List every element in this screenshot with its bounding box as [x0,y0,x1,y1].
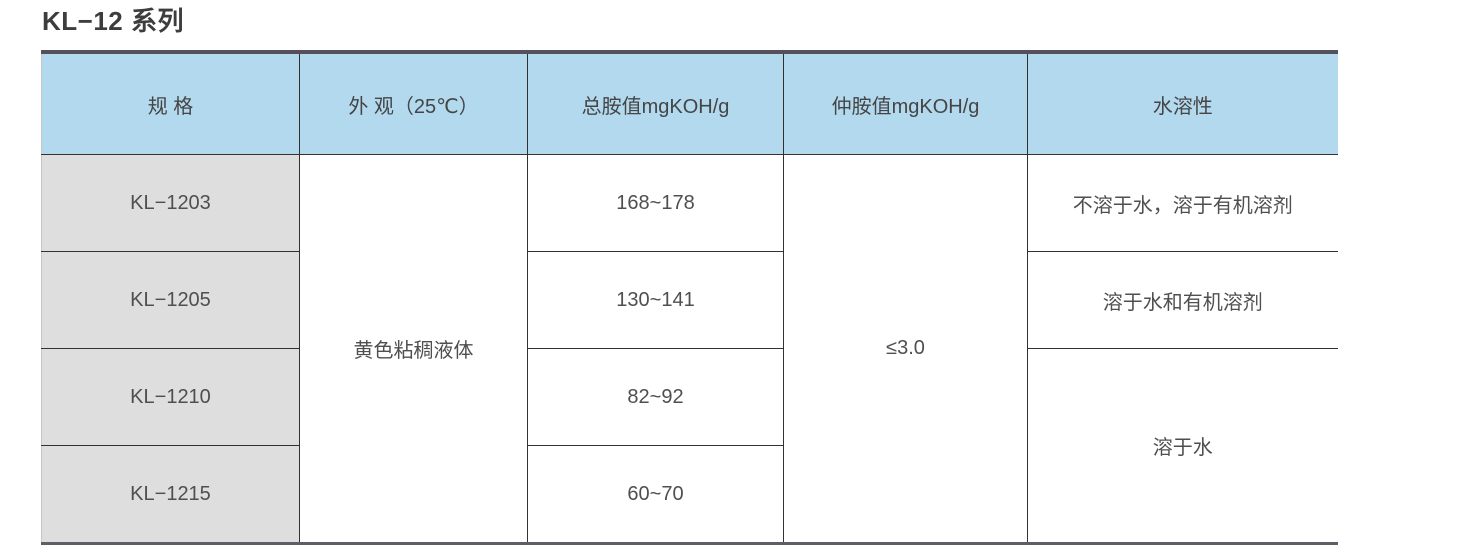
cell-spec-kl1210: KL−1210 [41,348,300,447]
header-total-amine: 总胺值mgKOH/g [527,51,784,156]
kl12-spec-table: 规 格 外 观（25℃） 总胺值mgKOH/g 仲胺值mgKOH/g 水溶性 K… [41,50,1338,546]
cell-total-amine-kl1215: 60~70 [527,445,784,545]
cell-appearance-merged: 黄色粘稠液体 [299,154,528,545]
cell-solubility-merged-kl1210-kl1215: 溶于水 [1027,348,1338,545]
cell-solubility-kl1205: 溶于水和有机溶剂 [1027,251,1338,350]
table-row: KL−1210 82~92 溶于水 [41,348,1338,545]
cell-spec-kl1215: KL−1215 [41,445,300,545]
table-row: KL−1203 黄色粘稠液体 168~178 ≤3.0 不溶于水，溶于有机溶剂 [41,154,1338,545]
page-title: KL−12 系列 [42,6,184,36]
table-header-row: 规 格 外 观（25℃） 总胺值mgKOH/g 仲胺值mgKOH/g 水溶性 [41,51,1338,156]
cell-total-amine-kl1205: 130~141 [527,251,784,350]
cell-total-amine-kl1203: 168~178 [527,154,784,253]
cell-secondary-amine-merged: ≤3.0 [783,154,1028,545]
header-appearance: 外 观（25℃） [299,51,528,156]
header-spec: 规 格 [41,51,300,156]
header-solubility: 水溶性 [1027,51,1338,156]
header-secondary-amine: 仲胺值mgKOH/g [783,51,1028,156]
cell-total-amine-kl1210: 82~92 [527,348,784,447]
cell-spec-kl1203: KL−1203 [41,154,300,253]
table-row: KL−1215 60~70 [41,445,1338,545]
cell-solubility-kl1203: 不溶于水，溶于有机溶剂 [1027,154,1338,253]
table-row: KL−1205 130~141 溶于水和有机溶剂 [41,251,1338,350]
cell-spec-kl1205: KL−1205 [41,251,300,350]
